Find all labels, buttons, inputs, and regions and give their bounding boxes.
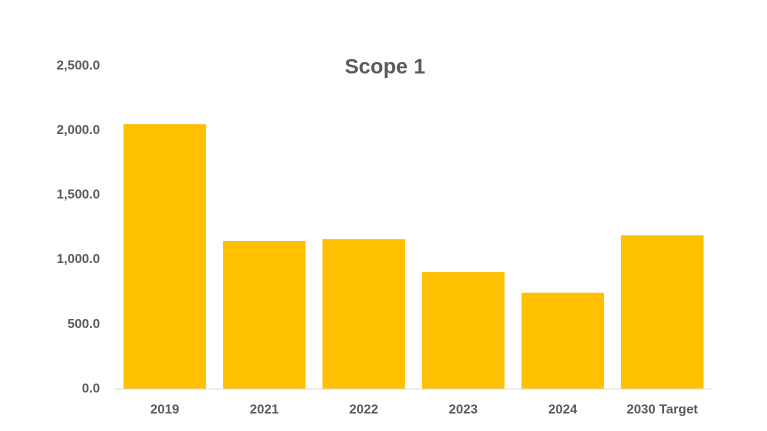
x-tick-label: 2023 [449, 401, 478, 416]
x-tick-label: 2030 Target [627, 401, 699, 416]
x-tick-label: 2022 [349, 401, 378, 416]
y-tick-label: 500.0 [67, 316, 100, 331]
bar [222, 241, 306, 389]
y-tick-label: 1,500.0 [57, 187, 100, 202]
x-tick-label: 2019 [150, 401, 179, 416]
y-tick-label: 2,500.0 [57, 57, 100, 72]
y-tick-label: 1,000.0 [57, 251, 100, 266]
x-tick-label: 2021 [250, 401, 279, 416]
bar [123, 124, 207, 389]
bar [421, 272, 505, 389]
y-tick-label: 2,000.0 [57, 122, 100, 137]
y-tick-label: 0.0 [82, 380, 100, 395]
bar [620, 235, 704, 389]
chart-title: Scope 1 [345, 56, 426, 79]
bar [521, 292, 605, 389]
x-tick-label: 2024 [548, 401, 578, 416]
bar [322, 239, 406, 389]
